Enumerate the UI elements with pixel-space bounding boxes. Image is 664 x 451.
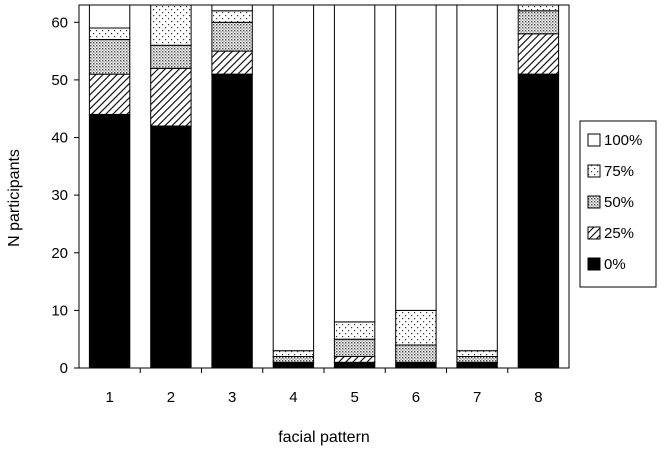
y-tick-label-20: 20 xyxy=(51,245,68,262)
bar-segment-cat5-50pct xyxy=(333,338,376,358)
bar-segment-cat7-75pct xyxy=(456,350,498,358)
bar-segment-cat4-100pct xyxy=(272,4,315,352)
bar-segment-cat7-50pct xyxy=(456,356,498,363)
x-tick-label-3: 3 xyxy=(228,389,236,406)
bar-segment-cat3-50pct xyxy=(211,21,253,52)
legend-swatch-100pct xyxy=(587,133,601,147)
x-tick-label-1: 1 xyxy=(105,389,113,406)
bar-segment-cat5-0pct xyxy=(333,361,376,369)
bar-segment-cat2-75pct xyxy=(150,4,192,46)
x-tick-label-7: 7 xyxy=(473,389,481,406)
y-tick-label-30: 30 xyxy=(51,187,68,204)
x-tick-label-5: 5 xyxy=(350,389,358,406)
legend-swatch-0pct xyxy=(587,257,601,271)
bar-segment-cat8-75pct xyxy=(517,4,560,12)
y-tick-label-0: 0 xyxy=(60,360,68,377)
bar-segment-cat5-25pct xyxy=(333,356,376,363)
x-axis-title: facial pattern xyxy=(278,429,370,446)
legend-label-100pct: 100% xyxy=(604,132,642,149)
y-tick-label-50: 50 xyxy=(51,72,68,89)
plot-area xyxy=(78,4,570,369)
bar-segment-cat3-75pct xyxy=(211,10,253,23)
bar-segment-cat3-100pct xyxy=(211,4,253,12)
legend-swatch-50pct xyxy=(587,195,601,209)
legend: 100% 75% 50% 25% 0% xyxy=(579,120,657,288)
x-axis: 1 2 3 4 5 6 7 8 xyxy=(105,368,543,406)
legend-label-25pct: 25% xyxy=(604,225,634,242)
bar-segment-cat4-50pct xyxy=(272,356,315,363)
bars-group xyxy=(88,4,560,369)
x-tick-label-6: 6 xyxy=(412,389,420,406)
bar-segment-cat4-75pct xyxy=(272,350,315,358)
bar-segment-cat6-50pct xyxy=(395,344,437,363)
bar-segment-cat4-0pct xyxy=(272,361,315,369)
y-tick-label-40: 40 xyxy=(51,130,68,147)
bar-segment-cat1-0pct xyxy=(88,114,131,369)
bar-segment-cat5-100pct xyxy=(333,4,376,323)
bar-segment-cat8-25pct xyxy=(517,33,560,75)
y-axis: 0 10 20 30 40 50 60 xyxy=(51,14,79,377)
bar-segment-cat3-25pct xyxy=(211,50,253,75)
y-tick-label-60: 60 xyxy=(51,14,68,31)
bar-segment-cat6-100pct xyxy=(395,4,437,311)
bar-segment-cat1-75pct xyxy=(88,27,131,40)
bar-segment-cat2-0pct xyxy=(150,125,192,369)
bar-segment-cat8-50pct xyxy=(517,10,560,35)
y-axis-title: N participants xyxy=(6,149,23,247)
y-tick-label-10: 10 xyxy=(51,302,68,319)
x-tick-label-2: 2 xyxy=(167,389,175,406)
bar-segment-cat1-100pct xyxy=(88,4,131,29)
bar-segment-cat6-0pct xyxy=(395,361,437,369)
x-tick-label-4: 4 xyxy=(289,389,297,406)
bar-segment-cat6-75pct xyxy=(395,309,437,346)
bar-segment-cat1-25pct xyxy=(88,73,131,115)
bar-segment-cat5-75pct xyxy=(333,321,376,340)
legend-swatch-75pct xyxy=(587,164,601,178)
bar-segment-cat3-0pct xyxy=(211,73,253,369)
bar-segment-cat2-50pct xyxy=(150,44,192,69)
legend-label-50pct: 50% xyxy=(604,194,634,211)
legend-label-75pct: 75% xyxy=(604,163,634,180)
legend-swatch-25pct xyxy=(587,226,601,240)
bar-segment-cat1-50pct xyxy=(88,39,131,75)
x-tick-label-8: 8 xyxy=(534,389,542,406)
bar-segment-cat2-25pct xyxy=(150,67,192,127)
bar-segment-cat8-0pct xyxy=(517,73,560,369)
legend-label-0pct: 0% xyxy=(604,256,626,273)
bar-segment-cat7-0pct xyxy=(456,361,498,369)
bar-segment-cat7-100pct xyxy=(456,4,498,352)
